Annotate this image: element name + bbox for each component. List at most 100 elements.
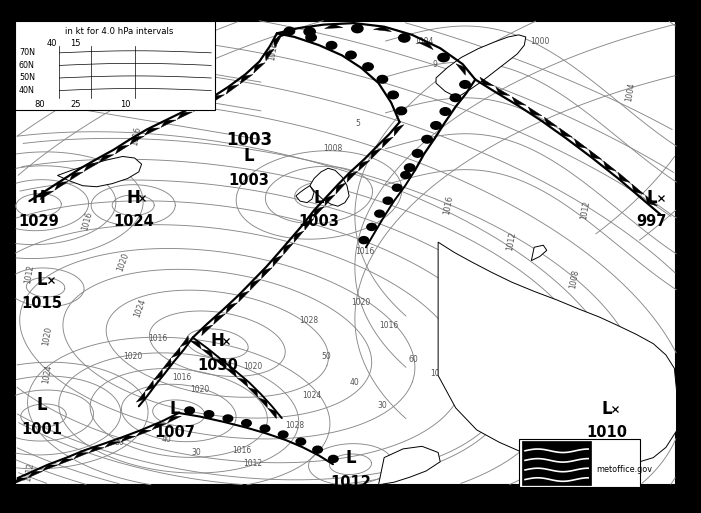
Bar <box>15 21 215 110</box>
Text: 1016: 1016 <box>81 210 95 231</box>
Polygon shape <box>43 465 57 471</box>
Polygon shape <box>15 25 102 91</box>
Text: 30: 30 <box>191 448 201 457</box>
Polygon shape <box>496 87 510 95</box>
Polygon shape <box>145 381 154 391</box>
Polygon shape <box>58 459 73 465</box>
Polygon shape <box>214 359 225 368</box>
Circle shape <box>438 53 449 62</box>
Circle shape <box>401 171 410 179</box>
Polygon shape <box>296 186 314 203</box>
Text: 1028: 1028 <box>299 316 318 325</box>
Text: 70N: 70N <box>19 48 35 57</box>
Circle shape <box>377 75 388 83</box>
Polygon shape <box>84 163 98 171</box>
Polygon shape <box>57 156 142 187</box>
Polygon shape <box>74 452 88 459</box>
Circle shape <box>450 94 461 102</box>
Text: 1012: 1012 <box>579 200 592 221</box>
Text: 1016: 1016 <box>148 334 168 343</box>
Text: L: L <box>36 396 48 415</box>
Text: 1007: 1007 <box>155 425 196 441</box>
Circle shape <box>296 438 306 445</box>
Text: L: L <box>243 147 254 166</box>
Polygon shape <box>152 424 167 430</box>
Circle shape <box>329 456 338 462</box>
Text: H: H <box>126 188 140 207</box>
Text: 1029: 1029 <box>18 214 59 229</box>
Circle shape <box>223 415 233 422</box>
Polygon shape <box>632 184 644 194</box>
Text: 50N: 50N <box>19 73 35 83</box>
Polygon shape <box>237 378 248 387</box>
Text: L: L <box>345 449 356 467</box>
Text: 1020: 1020 <box>41 326 54 346</box>
Text: 1008: 1008 <box>569 269 581 290</box>
Circle shape <box>396 107 407 115</box>
Polygon shape <box>105 442 120 447</box>
Polygon shape <box>189 340 201 349</box>
Text: 1016: 1016 <box>267 41 280 62</box>
Circle shape <box>346 51 356 59</box>
Bar <box>519 439 640 487</box>
Text: metoffice.gov: metoffice.gov <box>597 465 653 474</box>
Text: 1016: 1016 <box>355 247 374 256</box>
Circle shape <box>352 25 363 33</box>
Text: L: L <box>313 188 325 207</box>
Polygon shape <box>254 63 265 73</box>
Text: 1020: 1020 <box>115 251 130 272</box>
Polygon shape <box>180 336 189 347</box>
Polygon shape <box>618 172 630 183</box>
Circle shape <box>284 27 294 35</box>
Text: 1003: 1003 <box>226 130 272 149</box>
Text: 997: 997 <box>637 214 667 229</box>
Text: 1024: 1024 <box>113 214 154 229</box>
Polygon shape <box>438 242 676 467</box>
Polygon shape <box>480 77 494 86</box>
Text: L: L <box>601 400 612 418</box>
Text: 1020: 1020 <box>123 352 143 361</box>
Circle shape <box>393 184 402 191</box>
Polygon shape <box>69 172 83 181</box>
Text: H: H <box>210 332 224 350</box>
Text: 1024: 1024 <box>132 297 148 319</box>
Polygon shape <box>163 358 171 369</box>
Text: 1012: 1012 <box>23 462 36 482</box>
Polygon shape <box>55 182 69 190</box>
Polygon shape <box>646 196 658 206</box>
Polygon shape <box>529 107 542 116</box>
Polygon shape <box>371 149 381 160</box>
Polygon shape <box>359 161 370 171</box>
Text: 1012: 1012 <box>23 264 36 285</box>
Text: 30: 30 <box>114 438 124 447</box>
Text: 80: 80 <box>34 100 45 109</box>
Text: 1030: 1030 <box>197 358 238 373</box>
Text: 9: 9 <box>433 60 437 69</box>
Bar <box>522 441 591 485</box>
Polygon shape <box>273 35 282 48</box>
Circle shape <box>313 446 322 453</box>
Polygon shape <box>202 325 213 336</box>
Polygon shape <box>258 398 267 408</box>
Text: 1008: 1008 <box>323 144 343 153</box>
Polygon shape <box>265 49 274 61</box>
Circle shape <box>383 197 393 204</box>
Text: 1020: 1020 <box>102 164 116 185</box>
Circle shape <box>440 108 451 115</box>
Circle shape <box>278 431 288 438</box>
Text: 1020: 1020 <box>351 298 371 307</box>
Polygon shape <box>382 137 393 148</box>
Text: 40: 40 <box>162 435 172 444</box>
Polygon shape <box>394 125 404 136</box>
Polygon shape <box>531 245 547 261</box>
Polygon shape <box>374 27 391 32</box>
Polygon shape <box>604 161 616 171</box>
Circle shape <box>260 425 270 432</box>
Circle shape <box>185 407 194 414</box>
Circle shape <box>359 236 369 244</box>
Text: in kt for 4.0 hPa intervals: in kt for 4.0 hPa intervals <box>65 27 174 36</box>
Polygon shape <box>544 117 557 127</box>
Polygon shape <box>310 168 349 206</box>
Polygon shape <box>121 436 136 442</box>
Circle shape <box>375 210 384 217</box>
